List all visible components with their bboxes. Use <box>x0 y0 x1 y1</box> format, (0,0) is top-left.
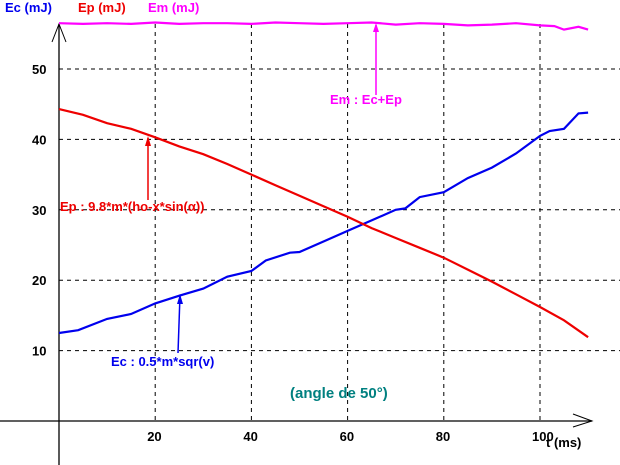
legend-em: Em (mJ) <box>148 0 199 15</box>
y-tick-label: 10 <box>32 344 46 359</box>
y-tick-label: 30 <box>32 203 46 218</box>
ep-arrowhead-icon <box>145 136 151 146</box>
legend-ep: Ep (mJ) <box>78 0 126 15</box>
x-axis-arrow-icon <box>572 413 594 428</box>
x-tick-label: 100 <box>532 429 554 444</box>
x-tick-label: 60 <box>340 429 354 444</box>
x-axis-label: t (ms) <box>546 435 581 450</box>
ec-arrowhead-icon <box>177 294 183 304</box>
x-tick-label: 40 <box>243 429 257 444</box>
x-tick-label: 80 <box>436 429 450 444</box>
y-tick-label: 20 <box>32 273 46 288</box>
series-line-ec <box>58 111 589 335</box>
series-line-ep <box>58 108 589 339</box>
series <box>58 21 589 339</box>
ec-annotation-arrow <box>177 294 181 354</box>
angle-note: (angle de 50°) <box>290 385 388 402</box>
em-arrowhead-icon <box>373 23 379 32</box>
y-tick-label: 40 <box>32 132 46 147</box>
ec-annotation: Ec : 0.5*m*sqr(v) <box>111 354 214 369</box>
tick-labels: 20 40 60 80 100 10 20 30 40 50 <box>32 62 554 444</box>
grid <box>59 24 620 421</box>
series-line-em <box>58 21 589 31</box>
ep-annotation: Ep : 9.8*m*(ho-x*sin(α)) <box>60 199 205 214</box>
x-tick-label: 20 <box>147 429 161 444</box>
em-annotation: Em : Ec+Ep <box>330 92 402 107</box>
y-tick-label: 50 <box>32 62 46 77</box>
legend-ec: Ec (mJ) <box>5 0 52 15</box>
